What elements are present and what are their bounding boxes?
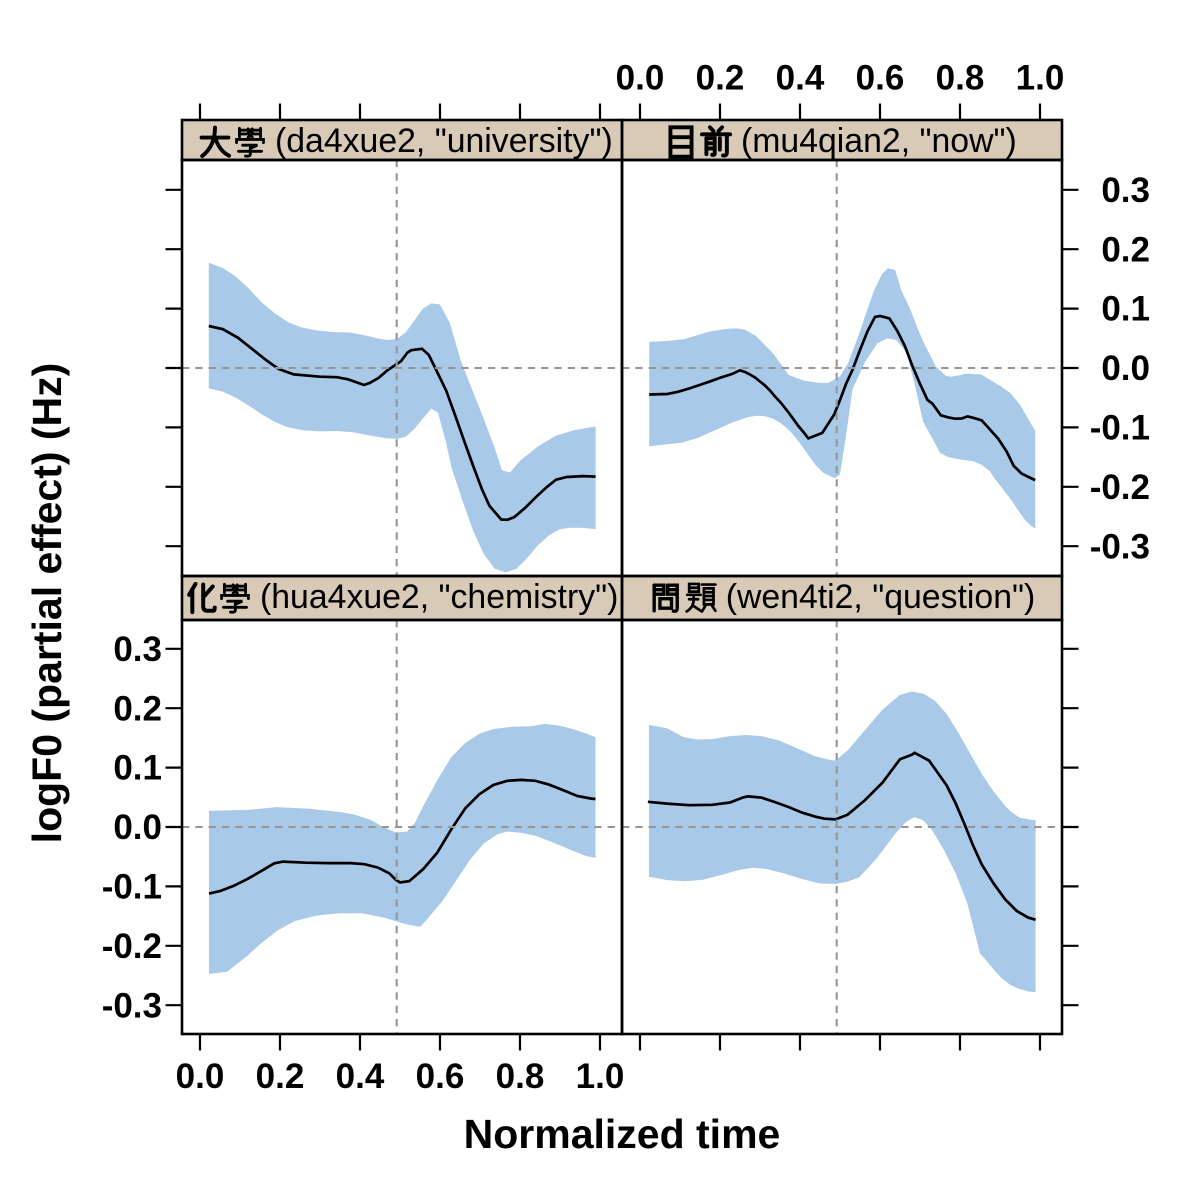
svg-text:0.0: 0.0 <box>616 59 665 98</box>
svg-text:0.0: 0.0 <box>113 808 162 847</box>
svg-text:0.8: 0.8 <box>936 59 985 98</box>
svg-text:0.2: 0.2 <box>256 1057 305 1096</box>
svg-text:-0.3: -0.3 <box>1090 527 1150 566</box>
svg-text:0.2: 0.2 <box>696 59 745 98</box>
svg-text:-0.1: -0.1 <box>1090 409 1150 448</box>
svg-text:(wen4ti2, "question"): (wen4ti2, "question") <box>726 578 1036 616</box>
svg-text:-0.2: -0.2 <box>102 927 162 966</box>
svg-text:0.8: 0.8 <box>496 1057 545 1096</box>
svg-text:0.3: 0.3 <box>113 630 162 669</box>
svg-text:0.6: 0.6 <box>416 1057 465 1096</box>
svg-text:0.6: 0.6 <box>856 59 905 98</box>
svg-text:-0.3: -0.3 <box>102 986 162 1025</box>
svg-text:(mu4qian2, "now"): (mu4qian2, "now") <box>741 122 1017 160</box>
svg-text:0.3: 0.3 <box>1101 171 1150 210</box>
svg-text:0.0: 0.0 <box>1101 349 1150 388</box>
svg-text:0.1: 0.1 <box>1101 290 1150 329</box>
svg-text:0.4: 0.4 <box>336 1057 385 1096</box>
svg-text:0.4: 0.4 <box>776 59 825 98</box>
svg-text:-0.2: -0.2 <box>1090 468 1150 507</box>
svg-text:Normalized time: Normalized time <box>464 1111 781 1157</box>
svg-text:-0.1: -0.1 <box>102 868 162 907</box>
svg-text:0.2: 0.2 <box>1101 230 1150 269</box>
svg-text:0.2: 0.2 <box>113 689 162 728</box>
svg-text:logF0 (partial effect) (Hz): logF0 (partial effect) (Hz) <box>24 363 70 844</box>
svg-text:1.0: 1.0 <box>576 1057 625 1096</box>
svg-text:0.1: 0.1 <box>113 749 162 788</box>
svg-text:(da4xue2, "university"): (da4xue2, "university") <box>275 122 613 160</box>
svg-text:1.0: 1.0 <box>1016 59 1065 98</box>
svg-text:(hua4xue2, "chemistry"): (hua4xue2, "chemistry") <box>260 578 618 616</box>
svg-text:0.0: 0.0 <box>176 1057 225 1096</box>
